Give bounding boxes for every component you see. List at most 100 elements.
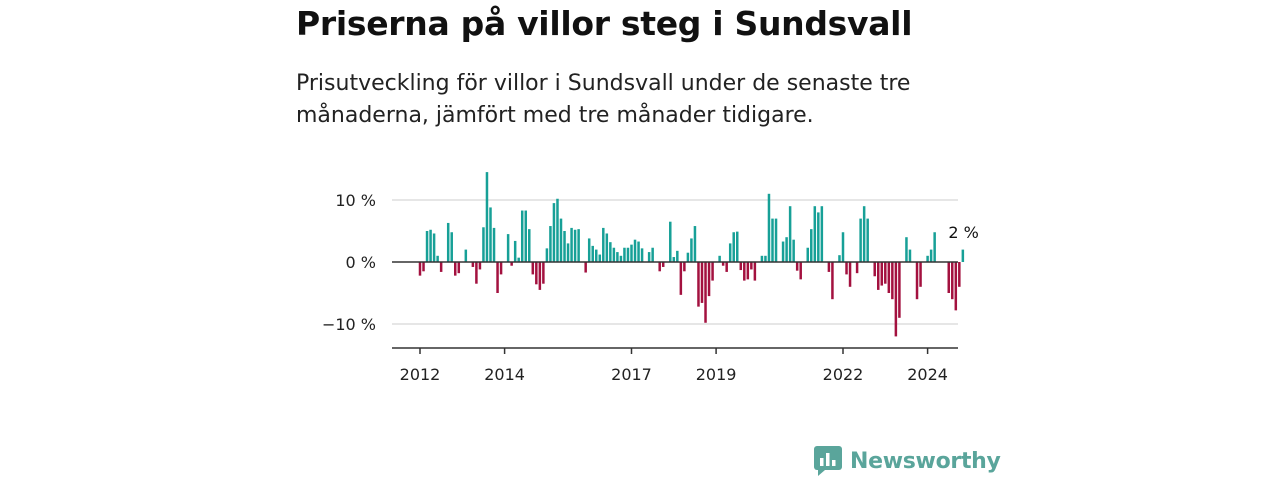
data-bar	[513, 240, 517, 262]
data-bar	[750, 262, 753, 270]
data-bar	[739, 262, 743, 271]
data-bar	[707, 262, 711, 297]
data-bar	[898, 262, 901, 318]
end-value-label: 2 %	[948, 223, 978, 242]
data-bar	[464, 249, 468, 262]
data-bar	[771, 218, 774, 262]
data-bar	[690, 238, 693, 262]
data-bar	[587, 238, 591, 262]
data-bar	[877, 262, 880, 290]
data-bar	[595, 249, 598, 262]
data-bar	[623, 247, 626, 262]
data-bar	[686, 252, 690, 262]
data-bar	[630, 244, 633, 262]
data-bar	[478, 262, 482, 270]
data-bar	[524, 210, 527, 262]
data-bar	[764, 255, 767, 262]
data-bar	[813, 206, 817, 262]
x-tick-label: 2024	[907, 365, 948, 384]
data-bar	[605, 233, 609, 262]
data-bar	[915, 262, 919, 300]
data-bar	[760, 255, 764, 262]
data-bar	[538, 262, 542, 290]
data-bar	[450, 232, 453, 262]
data-bar	[619, 255, 623, 262]
data-bar	[535, 262, 538, 285]
data-bar	[422, 262, 425, 272]
data-bar	[767, 193, 771, 262]
data-bar	[908, 249, 912, 262]
data-bar	[873, 262, 876, 277]
chart-subtitle: Prisutveckling för villor i Sundsvall un…	[296, 71, 911, 128]
data-bar	[446, 222, 450, 262]
data-bar	[704, 262, 707, 323]
data-bar	[612, 247, 616, 262]
data-bar	[795, 262, 799, 271]
bar-chart: 10 % 0 % −10 % 2012 2014 2017 2019 2022 2024 2 %	[322, 172, 979, 384]
data-bar	[496, 262, 499, 293]
data-bar	[520, 210, 524, 262]
data-bar	[475, 262, 478, 284]
data-bar	[718, 255, 721, 262]
data-bar	[679, 262, 683, 295]
data-bar	[831, 262, 834, 300]
data-bar	[545, 248, 549, 262]
data-bar	[669, 221, 672, 262]
data-bar	[725, 262, 728, 272]
data-bar	[891, 262, 894, 300]
data-bar	[753, 262, 757, 281]
x-tick-label: 2014	[484, 365, 525, 384]
data-bar	[954, 262, 958, 311]
bars	[418, 172, 965, 337]
data-bar	[697, 262, 700, 307]
data-bar	[820, 206, 824, 262]
data-bar	[439, 262, 443, 272]
data-bar	[838, 255, 841, 262]
data-bar	[887, 262, 891, 293]
data-bar	[841, 232, 845, 262]
data-bar	[637, 241, 640, 262]
x-tick-label: 2012	[400, 365, 441, 384]
y-tick-label: −10 %	[322, 315, 376, 334]
y-tick-label: 10 %	[335, 191, 376, 210]
data-bar	[799, 262, 802, 280]
data-bar	[531, 262, 535, 275]
data-bar	[827, 262, 831, 272]
data-bar	[471, 262, 475, 267]
data-bar	[633, 239, 637, 262]
data-bar	[661, 262, 665, 267]
data-bar	[711, 262, 714, 281]
data-bar	[774, 218, 778, 262]
data-bar	[506, 234, 510, 262]
data-bar	[929, 249, 933, 262]
data-bar	[845, 262, 848, 275]
data-bar	[499, 262, 503, 275]
data-bar	[855, 262, 859, 274]
data-bar	[425, 231, 429, 262]
data-bar	[880, 262, 884, 286]
data-bar	[732, 232, 735, 262]
data-bar	[489, 207, 492, 262]
data-bar	[457, 262, 461, 274]
data-bar	[591, 245, 594, 262]
data-bar	[647, 252, 651, 262]
data-bar	[951, 262, 954, 300]
data-bar	[640, 248, 644, 262]
data-bar	[454, 262, 457, 276]
newsworthy-logo-icon	[814, 446, 842, 476]
newsworthy-logo: Newsworthy	[814, 446, 1001, 476]
data-bar	[961, 249, 965, 262]
y-tick-label: 0 %	[346, 253, 376, 272]
data-bar	[905, 237, 908, 262]
data-bar	[609, 242, 612, 262]
data-bar	[926, 255, 929, 262]
data-bar	[788, 206, 792, 262]
data-bar	[817, 212, 820, 262]
data-bar	[570, 227, 573, 262]
data-bar	[884, 262, 887, 284]
data-bar	[792, 239, 795, 262]
chart-title: Priserna på villor steg i Sundsvall	[296, 4, 913, 43]
x-tick-label: 2022	[823, 365, 864, 384]
data-bar	[785, 237, 788, 262]
data-bar	[651, 247, 654, 262]
